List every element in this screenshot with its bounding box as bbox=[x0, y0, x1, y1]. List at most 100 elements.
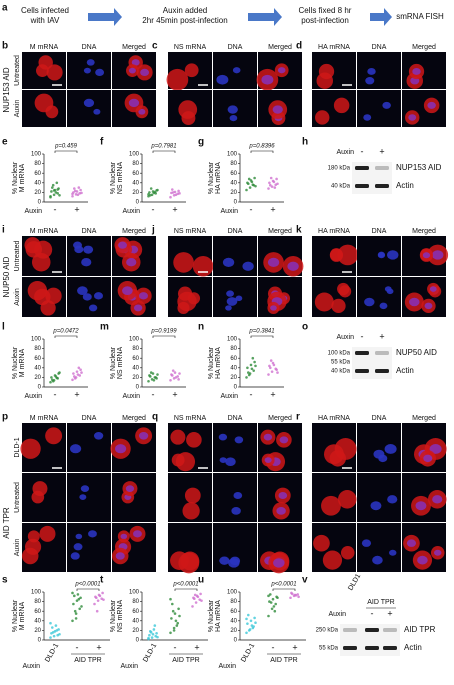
data-point bbox=[253, 616, 256, 620]
y-tick-label: 40 bbox=[34, 365, 41, 371]
data-point bbox=[50, 190, 53, 193]
cell-nucleus bbox=[370, 501, 382, 511]
cell-nucleus bbox=[88, 304, 98, 312]
marker-label: 100 kDa bbox=[328, 351, 351, 357]
group-label: + bbox=[172, 389, 177, 399]
cell-rna bbox=[329, 450, 346, 467]
protein-label: NUP153 AID bbox=[2, 67, 11, 113]
row-label: Auxin bbox=[14, 288, 21, 306]
micrograph bbox=[67, 90, 111, 127]
cell-nucleus bbox=[367, 68, 376, 75]
cell-nucleus bbox=[88, 530, 97, 538]
data-point bbox=[58, 632, 61, 636]
protein-label: AID TPR bbox=[2, 507, 11, 539]
panel-letter: s bbox=[2, 575, 8, 586]
data-point bbox=[174, 376, 178, 379]
data-point bbox=[276, 182, 279, 186]
cell-nucleus bbox=[73, 543, 83, 551]
data-point bbox=[76, 193, 80, 197]
panel-letter: r bbox=[296, 412, 300, 423]
data-point bbox=[200, 599, 203, 602]
cell-nucleus bbox=[133, 530, 142, 538]
blot-band bbox=[375, 184, 389, 188]
y-tick-label: 100 bbox=[31, 337, 42, 343]
group-label: - bbox=[54, 389, 57, 399]
data-point bbox=[80, 191, 83, 195]
flow-step: 2hr 45min post-infection bbox=[142, 16, 227, 25]
cell-nucleus bbox=[377, 252, 386, 259]
band-label: Actin bbox=[396, 181, 414, 190]
significance-bracket bbox=[54, 150, 78, 153]
data-point bbox=[78, 607, 81, 611]
y-tick-label: 0 bbox=[136, 200, 140, 206]
data-point bbox=[171, 609, 175, 613]
data-point bbox=[72, 602, 75, 606]
data-point bbox=[156, 635, 159, 639]
cell-nucleus bbox=[406, 539, 417, 547]
column-header: DNA bbox=[372, 228, 387, 235]
cell-nucleus bbox=[384, 444, 397, 454]
data-point bbox=[254, 621, 257, 625]
data-point bbox=[79, 596, 82, 600]
cell-nucleus bbox=[138, 108, 146, 115]
cell-rna bbox=[177, 301, 190, 314]
band-label: Actin bbox=[404, 643, 422, 652]
data-point bbox=[74, 612, 78, 615]
y-tick-label: 100 bbox=[227, 152, 238, 158]
data-point bbox=[55, 181, 59, 185]
data-point bbox=[76, 593, 80, 596]
y-axis-label: M mRNA bbox=[19, 601, 26, 630]
micrograph bbox=[213, 423, 257, 472]
data-point bbox=[276, 371, 279, 374]
cell-rna bbox=[45, 427, 63, 445]
cell-nucleus bbox=[70, 444, 82, 454]
data-point bbox=[147, 636, 150, 640]
data-point bbox=[194, 601, 198, 604]
lane-group-label: AID TPR bbox=[367, 599, 395, 606]
blot-band bbox=[355, 369, 369, 373]
flow-step: Auxin added bbox=[163, 6, 207, 15]
data-point bbox=[49, 380, 52, 384]
cell-nucleus bbox=[225, 305, 232, 311]
y-tick-label: 0 bbox=[136, 385, 140, 391]
data-point bbox=[254, 184, 257, 188]
data-point bbox=[171, 191, 175, 194]
data-point bbox=[52, 189, 56, 192]
cell-nucleus bbox=[83, 67, 91, 74]
cell-nucleus bbox=[226, 297, 238, 306]
cell-nucleus bbox=[115, 552, 125, 560]
data-point bbox=[276, 596, 279, 600]
lane-label: + bbox=[387, 608, 392, 618]
panel-letter: h bbox=[302, 137, 308, 148]
data-point bbox=[191, 605, 194, 608]
data-point bbox=[95, 596, 98, 600]
data-point bbox=[51, 183, 55, 187]
data-point bbox=[272, 363, 276, 367]
y-tick-label: 20 bbox=[34, 375, 41, 381]
cell-nucleus bbox=[424, 302, 433, 310]
y-axis-label: HA mRNA bbox=[215, 347, 222, 379]
y-axis-label: M mRNA bbox=[19, 163, 26, 192]
data-point bbox=[178, 192, 181, 195]
cell-nucleus bbox=[219, 556, 230, 565]
p-value: p<0.0001 bbox=[172, 582, 198, 588]
y-tick-label: 80 bbox=[34, 161, 41, 167]
y-tick-label: 80 bbox=[132, 161, 139, 167]
y-tick-label: 80 bbox=[230, 161, 237, 167]
data-point bbox=[178, 614, 181, 618]
x-axis-label: Auxin bbox=[24, 208, 42, 215]
panel-letter: t bbox=[100, 575, 104, 586]
data-point bbox=[172, 626, 176, 630]
row-label: Auxin bbox=[14, 100, 21, 118]
blot-band bbox=[343, 646, 357, 650]
data-point bbox=[72, 372, 75, 375]
column-header: HA mRNA bbox=[318, 415, 350, 422]
y-tick-label: 60 bbox=[230, 356, 237, 362]
data-point bbox=[148, 633, 151, 637]
cell-nucleus bbox=[363, 114, 372, 121]
data-point bbox=[252, 369, 255, 372]
cell-rna bbox=[24, 237, 41, 254]
data-point bbox=[269, 176, 273, 180]
y-axis-label: M mRNA bbox=[19, 348, 26, 377]
cell-nucleus bbox=[93, 292, 103, 300]
